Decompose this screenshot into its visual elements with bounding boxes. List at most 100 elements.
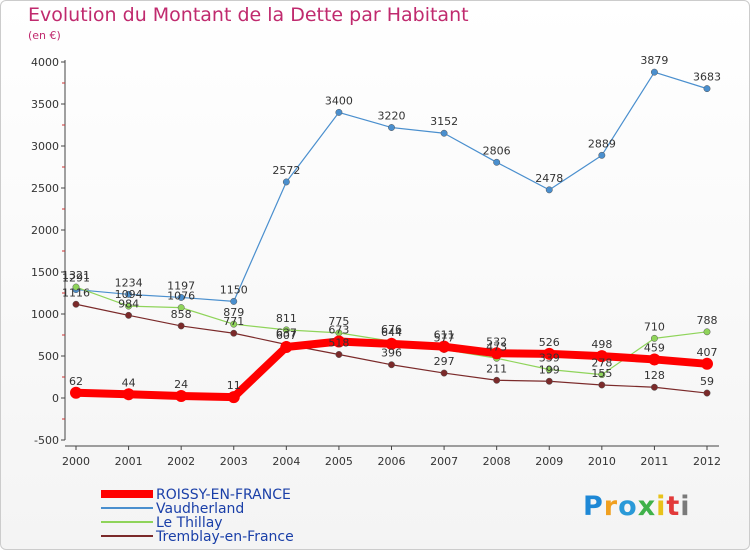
data-label: 771: [223, 315, 244, 328]
logo-letter: r: [603, 491, 619, 522]
data-point: [332, 335, 345, 348]
data-point: [227, 391, 240, 404]
data-point: [122, 388, 135, 401]
data-point: [650, 68, 658, 76]
data-point: [177, 322, 185, 330]
logo-letter: P: [583, 491, 604, 522]
data-point: [493, 158, 501, 166]
data-point: [177, 294, 185, 301]
logo-letter: x: [637, 491, 657, 522]
data-label: 24: [174, 378, 188, 391]
y-tick-label: 1500: [31, 266, 59, 279]
legend-label: Le Thillay: [156, 515, 223, 531]
data-point: [543, 347, 556, 360]
data-point: [598, 371, 606, 379]
data-point: [598, 381, 606, 389]
x-tick-label: 2003: [220, 455, 248, 468]
data-label: 611: [434, 329, 455, 342]
data-point: [72, 300, 80, 308]
data-label: 577: [434, 332, 455, 345]
data-label: 199: [539, 363, 560, 376]
data-label: 1291: [62, 272, 90, 285]
x-tick-label: 2005: [325, 455, 353, 468]
series-line-vaudherland: [75, 71, 708, 302]
x-tick-label: 2007: [430, 455, 458, 468]
data-point: [545, 186, 553, 194]
chart-title: Evolution du Montant de la Dette par Hab…: [28, 4, 469, 26]
y-tick-label: 1000: [31, 308, 59, 321]
data-point: [648, 353, 661, 366]
data-point: [230, 329, 238, 337]
data-label: 532: [486, 335, 507, 348]
data-point: [701, 357, 713, 370]
data-point: [125, 311, 133, 319]
logo-letter: i: [656, 491, 667, 522]
chart-subtitle: (en €): [28, 29, 61, 42]
logo-letter: o: [618, 491, 638, 522]
x-tick-label: 2012: [693, 455, 721, 468]
data-label: 676: [381, 323, 402, 336]
data-label: 407: [697, 346, 718, 359]
data-point: [282, 178, 290, 186]
data-label: 498: [591, 338, 612, 351]
data-label: 1094: [115, 288, 143, 301]
legend-label: ROISSY-EN-FRANCE: [156, 487, 291, 503]
data-label: 3152: [430, 115, 458, 128]
data-label: 3220: [378, 110, 406, 123]
x-tick-label: 2002: [167, 455, 195, 468]
data-point: [125, 290, 133, 298]
data-point: [650, 383, 658, 391]
data-label: 1197: [167, 279, 195, 292]
proxiti-logo: Proxiti: [583, 491, 691, 522]
y-tick-label: 0: [52, 392, 59, 405]
data-label: 879: [223, 306, 244, 319]
data-label: 673: [328, 323, 349, 336]
data-point: [230, 297, 238, 305]
data-point: [72, 283, 80, 291]
data-label: 3400: [325, 94, 353, 107]
data-point: [230, 320, 238, 328]
data-label: 62: [69, 375, 83, 388]
y-tick-label: 4000: [31, 56, 59, 69]
data-label: 984: [118, 297, 139, 310]
data-label: 128: [644, 369, 665, 382]
data-label: 459: [644, 341, 665, 354]
legend-label: Vaudherland: [156, 501, 244, 517]
y-tick-label: 3000: [31, 140, 59, 153]
data-point: [703, 389, 711, 397]
x-tick-label: 2006: [378, 455, 406, 468]
data-label: 518: [328, 336, 349, 349]
data-label: 644: [381, 326, 402, 339]
data-label: 3879: [640, 54, 668, 67]
data-label: 1116: [62, 286, 90, 299]
data-label: 811: [276, 312, 297, 325]
data-point: [282, 326, 290, 334]
data-label: 2806: [483, 144, 511, 157]
data-label: 1321: [62, 269, 90, 282]
x-tick-label: 2010: [588, 455, 616, 468]
data-point: [175, 389, 188, 402]
data-label: 297: [434, 355, 455, 368]
data-label: 788: [697, 314, 718, 327]
data-label: 396: [381, 347, 402, 360]
logo-letter: t: [666, 491, 681, 522]
data-label: 44: [122, 376, 136, 389]
data-point: [335, 108, 343, 116]
data-label: 710: [644, 320, 665, 333]
x-tick-label: 2011: [640, 455, 668, 468]
x-tick-label: 2004: [272, 455, 300, 468]
data-point: [598, 151, 606, 159]
y-tick-label: 2500: [31, 182, 59, 195]
data-label: 2478: [535, 172, 563, 185]
data-point: [388, 124, 395, 131]
y-tick-label: 2000: [31, 224, 59, 237]
x-tick-label: 2009: [535, 455, 563, 468]
data-label: 3683: [693, 71, 721, 84]
data-label: 59: [700, 375, 714, 388]
data-label: 278: [591, 357, 612, 370]
data-point: [650, 334, 658, 342]
data-label: 775: [328, 315, 349, 328]
y-tick-label: 500: [38, 350, 59, 363]
